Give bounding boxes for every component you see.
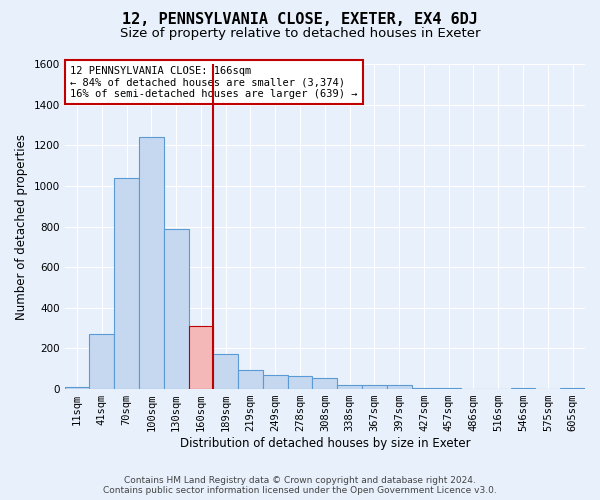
Bar xyxy=(188,326,214,389)
Text: Contains HM Land Registry data © Crown copyright and database right 2024.
Contai: Contains HM Land Registry data © Crown c… xyxy=(103,476,497,495)
Bar xyxy=(313,378,337,389)
Bar xyxy=(362,385,387,389)
Text: 12, PENNSYLVANIA CLOSE, EXETER, EX4 6DJ: 12, PENNSYLVANIA CLOSE, EXETER, EX4 6DJ xyxy=(122,12,478,28)
Bar xyxy=(387,385,412,389)
Bar xyxy=(139,137,164,389)
Text: Size of property relative to detached houses in Exeter: Size of property relative to detached ho… xyxy=(120,28,480,40)
Bar xyxy=(114,178,139,389)
Bar xyxy=(511,388,535,389)
Bar xyxy=(214,354,238,389)
Bar xyxy=(436,388,461,389)
Bar xyxy=(263,375,287,389)
Bar xyxy=(287,376,313,389)
Y-axis label: Number of detached properties: Number of detached properties xyxy=(15,134,28,320)
Bar xyxy=(65,387,89,389)
Bar xyxy=(412,388,436,389)
Bar xyxy=(89,334,114,389)
X-axis label: Distribution of detached houses by size in Exeter: Distribution of detached houses by size … xyxy=(179,437,470,450)
Bar xyxy=(238,370,263,389)
Bar xyxy=(164,228,188,389)
Text: 12 PENNSYLVANIA CLOSE: 166sqm
← 84% of detached houses are smaller (3,374)
16% o: 12 PENNSYLVANIA CLOSE: 166sqm ← 84% of d… xyxy=(70,66,358,99)
Bar xyxy=(337,385,362,389)
Bar xyxy=(560,388,585,389)
